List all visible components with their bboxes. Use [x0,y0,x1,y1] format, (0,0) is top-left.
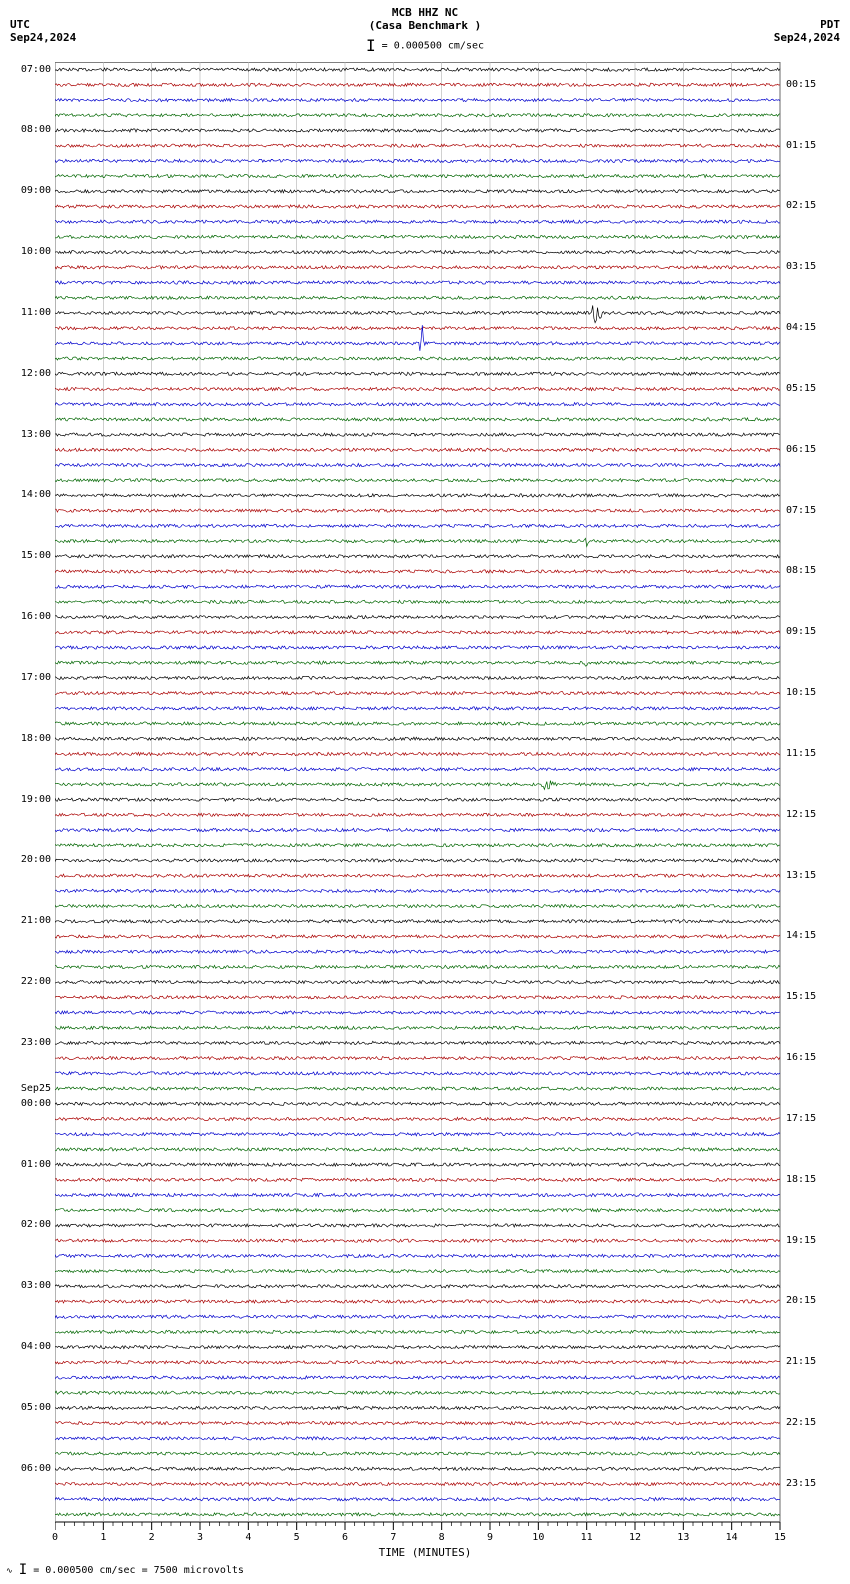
right-time-label: 20:15 [786,1295,816,1306]
right-time-label: 16:15 [786,1052,816,1063]
x-tick-label: 7 [383,1532,403,1543]
x-tick-label: 5 [287,1532,307,1543]
tz-right-label: PDT Sep24,2024 [774,18,840,44]
x-tick-label: 4 [238,1532,258,1543]
x-tick-label: 15 [770,1532,790,1543]
right-time-label: 13:15 [786,870,816,881]
right-time-label: 01:15 [786,140,816,151]
left-time-label: 23:00 [8,1037,51,1048]
x-tick-label: 11 [577,1532,597,1543]
left-time-label: 17:00 [8,672,51,683]
left-time-label: 14:00 [8,489,51,500]
x-tick-label: 8 [432,1532,452,1543]
right-time-label: 00:15 [786,79,816,90]
x-tick-label: 3 [190,1532,210,1543]
utc-label: UTC [10,18,76,31]
seismogram-container: MCB HHZ NC (Casa Benchmark ) UTC Sep24,2… [0,0,850,1584]
right-time-label: 09:15 [786,626,816,637]
right-time-label: 07:15 [786,505,816,516]
x-tick-label: 12 [625,1532,645,1543]
footer-scale: ∿ I = 0.000500 cm/sec = 7500 microvolts [6,1562,244,1578]
right-time-label: 02:15 [786,200,816,211]
left-time-label: 12:00 [8,368,51,379]
left-time-label: 22:00 [8,976,51,987]
left-time-label: 08:00 [8,124,51,135]
right-time-label: 21:15 [786,1356,816,1367]
tz-left-label: UTC Sep24,2024 [10,18,76,44]
x-tick-label: 9 [480,1532,500,1543]
right-time-label: 23:15 [786,1478,816,1489]
left-time-label: 07:00 [8,64,51,75]
right-time-label: 17:15 [786,1113,816,1124]
left-time-label: 02:00 [8,1219,51,1230]
left-time-label: 10:00 [8,246,51,257]
scale-indicator: I = 0.000500 cm/sec [366,36,484,55]
left-time-label: 16:00 [8,611,51,622]
left-time-label: 11:00 [8,307,51,318]
station-location: (Casa Benchmark ) [0,19,850,32]
station-code: MCB HHZ NC [0,6,850,19]
right-time-label: 03:15 [786,261,816,272]
left-time-label: 03:00 [8,1280,51,1291]
left-time-label: 04:00 [8,1341,51,1352]
utc-date: Sep24,2024 [10,31,76,44]
x-axis-title: TIME (MINUTES) [0,1546,850,1559]
right-time-label: 11:15 [786,748,816,759]
right-time-label: 05:15 [786,383,816,394]
left-time-label: 19:00 [8,794,51,805]
left-time-label: 13:00 [8,429,51,440]
x-tick-label: 14 [722,1532,742,1543]
x-tick-label: 2 [142,1532,162,1543]
right-time-label: 04:15 [786,322,816,333]
x-tick-label: 6 [335,1532,355,1543]
scale-bar-icon: I [366,36,376,55]
left-time-label: 20:00 [8,854,51,865]
right-time-label: 22:15 [786,1417,816,1428]
x-tick-label: 10 [528,1532,548,1543]
right-time-label: 19:15 [786,1235,816,1246]
left-time-label: 01:00 [8,1159,51,1170]
footer-bar-icon: I [19,1562,27,1578]
right-time-label: 18:15 [786,1174,816,1185]
left-time-label: 09:00 [8,185,51,196]
left-time-label: 18:00 [8,733,51,744]
left-time-label: 15:00 [8,550,51,561]
right-time-label: 10:15 [786,687,816,698]
right-time-label: 08:15 [786,565,816,576]
left-time-label: Sep25 [8,1083,51,1094]
left-time-label: 05:00 [8,1402,51,1413]
footer-wave-icon: ∿ [6,1566,13,1575]
right-time-label: 12:15 [786,809,816,820]
header: MCB HHZ NC (Casa Benchmark ) [0,0,850,32]
x-tick-label: 1 [93,1532,113,1543]
pdt-date: Sep24,2024 [774,31,840,44]
x-tick-label: 0 [45,1532,65,1543]
right-time-label: 06:15 [786,444,816,455]
pdt-label: PDT [774,18,840,31]
x-tick-label: 13 [673,1532,693,1543]
right-time-label: 14:15 [786,930,816,941]
left-time-label: 00:00 [8,1098,51,1109]
right-time-label: 15:15 [786,991,816,1002]
left-time-label: 21:00 [8,915,51,926]
seismogram-plot [55,62,782,1542]
left-time-label: 06:00 [8,1463,51,1474]
scale-text: = 0.000500 cm/sec [382,41,484,52]
footer-text: = 0.000500 cm/sec = 7500 microvolts [33,1565,244,1576]
